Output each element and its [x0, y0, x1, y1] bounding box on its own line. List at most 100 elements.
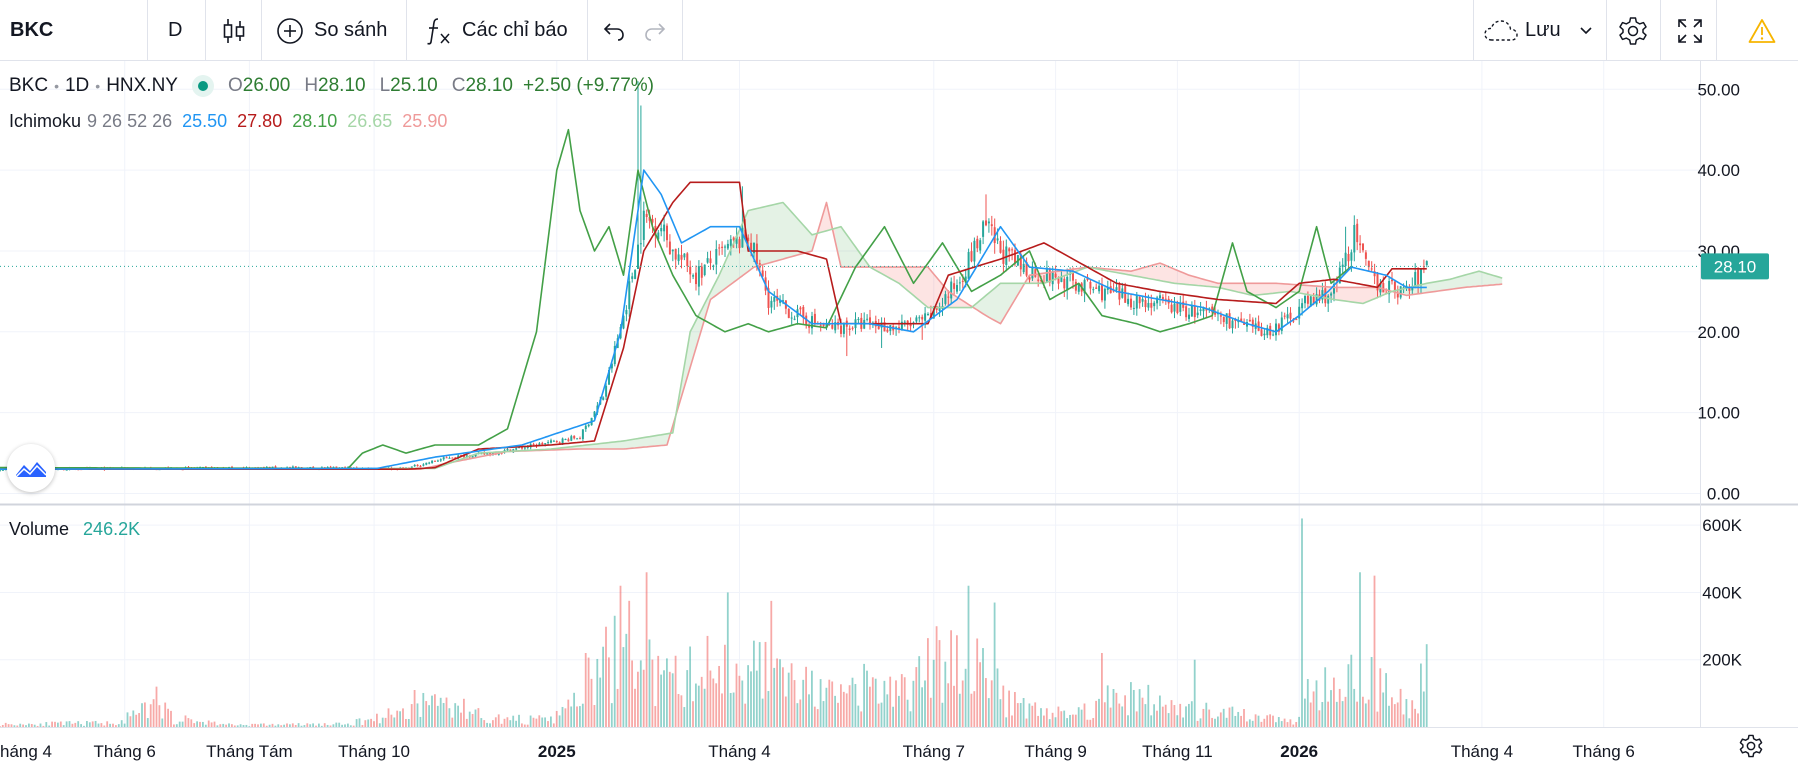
volume-bar [494, 717, 497, 727]
volume-bar [1356, 701, 1358, 727]
volume-bar [1277, 717, 1280, 727]
legend-symbol[interactable]: BKC [9, 75, 49, 96]
volume-bar [483, 720, 486, 727]
candle-body [631, 276, 634, 279]
volume-bar [1309, 702, 1312, 727]
time-axis-settings-button[interactable] [1738, 733, 1764, 764]
volume-bar [1005, 717, 1008, 727]
volume-bar [175, 724, 178, 727]
candle-body [1240, 318, 1243, 322]
volume-bar [576, 706, 578, 727]
time-tick-label: Tháng 6 [1573, 742, 1635, 761]
volume-bar [1167, 713, 1170, 727]
volume-bar [1098, 698, 1100, 727]
volume-bar [1367, 699, 1370, 727]
candle-body [1182, 301, 1185, 308]
indicators-button[interactable]: Các chỉ báo [426, 0, 568, 61]
volume-bar [245, 724, 248, 727]
volume-bar [619, 585, 622, 727]
volume-bar [410, 704, 413, 727]
candle-body [697, 266, 700, 287]
candle-body [866, 318, 869, 320]
volume-bar [22, 724, 24, 727]
candle-body [1373, 271, 1376, 277]
grid-lines [0, 61, 1700, 727]
candle-body [1045, 267, 1048, 282]
candle-body [1150, 302, 1153, 308]
candle-body [1304, 295, 1306, 304]
volume-bar [712, 678, 715, 727]
volume-bar [332, 724, 335, 727]
candle-body [274, 466, 277, 469]
volume-bar [515, 720, 517, 727]
save-button[interactable]: Lưu [1483, 0, 1561, 61]
symbol-search-button[interactable]: BKC [10, 19, 54, 41]
volume-bar [1205, 702, 1208, 727]
bullish-cloud-area [974, 280, 1027, 324]
volume-bar [822, 701, 825, 727]
volume-bar [1063, 710, 1066, 727]
market-status-dot[interactable] [191, 75, 214, 97]
volume-legend[interactable]: Volume 246.2K [9, 519, 140, 540]
candle-body [613, 346, 616, 365]
compare-button[interactable]: So sánh [276, 0, 387, 61]
settings-button[interactable] [1617, 0, 1649, 61]
volume-bar [541, 717, 544, 727]
volume-bar [573, 692, 575, 727]
volume-bar [77, 721, 80, 727]
volume-bar [1243, 709, 1245, 727]
volume-bar [692, 701, 694, 727]
redo-button[interactable] [643, 0, 667, 61]
interval-button[interactable]: D [168, 0, 182, 61]
candle-body [869, 317, 871, 325]
open-key: O [227, 75, 243, 96]
volume-bar [677, 694, 680, 727]
volume-bar [10, 724, 13, 727]
candle-body [1077, 284, 1080, 292]
volume-bar [228, 723, 230, 727]
volume-bar [805, 666, 807, 727]
volume-bar [86, 721, 88, 727]
add-circle-icon [277, 17, 303, 44]
volume-bar [1286, 722, 1289, 727]
candle-body [1376, 273, 1379, 291]
candle-body [465, 455, 468, 457]
candle-body [1054, 273, 1057, 278]
candle-body [686, 253, 689, 267]
ichimoku-legend[interactable]: Ichimoku 9 26 52 26 25.50 27.80 28.10 26… [9, 111, 447, 132]
volume-bar [1301, 518, 1303, 727]
undo-button[interactable] [602, 0, 626, 61]
warning-button[interactable] [1748, 0, 1776, 61]
candle-body [1330, 293, 1333, 296]
volume-bar [764, 641, 767, 727]
volume-bar [1214, 718, 1216, 727]
chart-type-button[interactable] [222, 0, 246, 61]
volume-bar [706, 635, 709, 727]
candle-body [726, 243, 729, 249]
volume-bar [610, 703, 613, 727]
volume-bar [1260, 721, 1263, 727]
candle-body [671, 249, 674, 252]
volume-bar [1333, 677, 1335, 727]
volume-bar [323, 723, 326, 727]
interval-label: D [168, 19, 183, 41]
fullscreen-button[interactable] [1676, 0, 1704, 61]
volume-bar [1411, 700, 1414, 727]
volume-bar [1405, 699, 1408, 727]
volume-bar [1324, 667, 1327, 727]
save-menu-button[interactable] [1579, 0, 1593, 61]
candle-body [1196, 312, 1199, 316]
candle-body [924, 313, 927, 321]
volume-bar [349, 725, 352, 727]
volume-bar [465, 718, 468, 727]
candle-body [419, 465, 422, 467]
tradingview-logo[interactable] [7, 444, 55, 492]
volume-bar [851, 677, 854, 727]
volume-bar [1066, 718, 1068, 727]
price-tick-label: 40.00 [1697, 161, 1740, 180]
candle-body [822, 323, 825, 326]
volume-bar [903, 677, 906, 727]
volume-bar [837, 702, 839, 727]
volume-bar [581, 703, 584, 727]
